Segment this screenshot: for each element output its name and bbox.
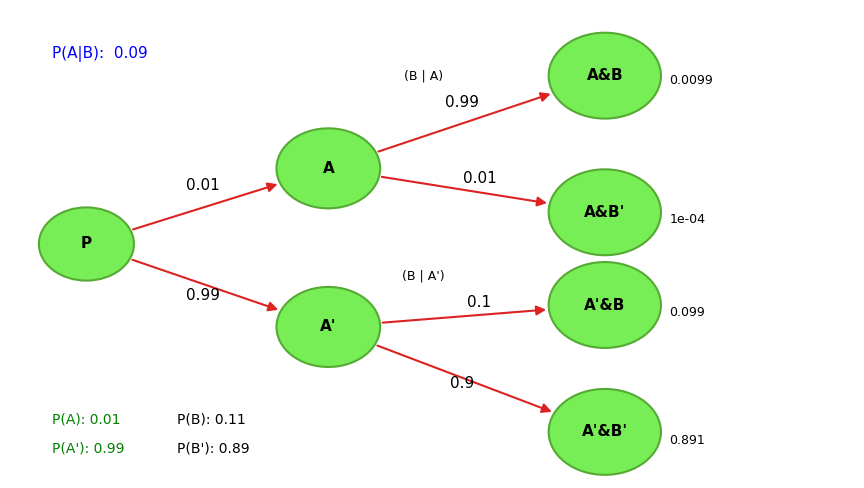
Text: P(B'): 0.89: P(B'): 0.89 xyxy=(177,442,250,456)
Ellipse shape xyxy=(549,389,661,475)
Text: 0.01: 0.01 xyxy=(462,171,497,185)
Text: A'&B: A'&B xyxy=(584,298,626,312)
Text: 0.99: 0.99 xyxy=(186,288,220,303)
Ellipse shape xyxy=(39,207,134,281)
Text: A'&B': A'&B' xyxy=(581,425,628,439)
Text: A': A' xyxy=(320,320,337,334)
Text: P(A'): 0.99: P(A'): 0.99 xyxy=(52,442,124,456)
Ellipse shape xyxy=(276,287,380,367)
Text: 0.099: 0.099 xyxy=(670,306,705,319)
Ellipse shape xyxy=(549,262,661,348)
Text: 0.891: 0.891 xyxy=(670,434,705,447)
Text: 0.1: 0.1 xyxy=(467,295,492,310)
Text: 0.99: 0.99 xyxy=(445,95,480,110)
Text: 1e-04: 1e-04 xyxy=(670,213,706,226)
Text: P: P xyxy=(81,237,92,251)
Ellipse shape xyxy=(549,33,661,119)
Text: 0.0099: 0.0099 xyxy=(670,74,714,86)
Text: P(A): 0.01: P(A): 0.01 xyxy=(52,413,120,427)
Text: P(A|B):  0.09: P(A|B): 0.09 xyxy=(52,46,148,61)
Text: 0.01: 0.01 xyxy=(186,178,220,193)
Ellipse shape xyxy=(276,128,380,208)
Text: A: A xyxy=(322,161,334,176)
Text: (B | A): (B | A) xyxy=(403,69,443,82)
Text: (B | A'): (B | A') xyxy=(402,269,445,282)
Text: 0.9: 0.9 xyxy=(450,376,474,390)
Ellipse shape xyxy=(549,169,661,255)
Text: A&B': A&B' xyxy=(584,205,626,220)
Text: P(B): 0.11: P(B): 0.11 xyxy=(177,413,246,427)
Text: A&B: A&B xyxy=(587,68,623,83)
